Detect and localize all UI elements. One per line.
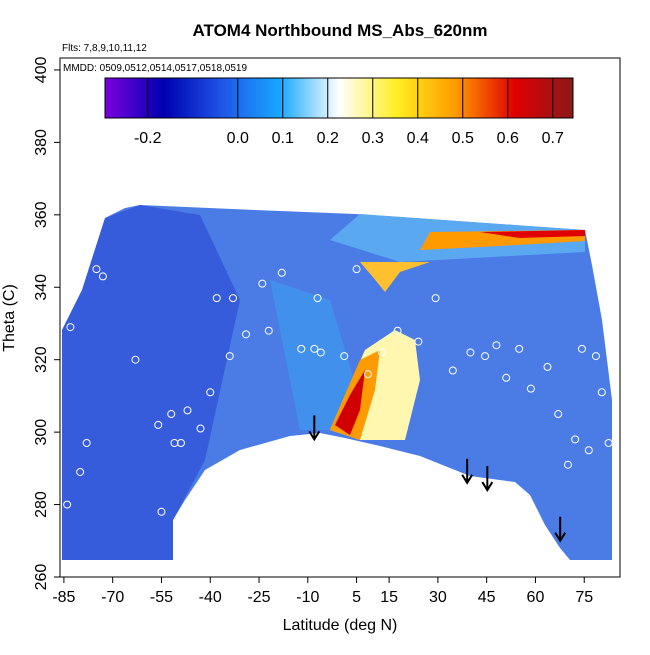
sample-point <box>313 294 322 303</box>
sample-point <box>352 265 361 274</box>
sample-point <box>131 355 140 364</box>
y-tick-label: 340 <box>33 274 50 301</box>
x-tick-label: -40 <box>199 589 222 606</box>
field-dark <box>62 205 240 560</box>
sample-point <box>377 348 386 357</box>
colorbar <box>104 77 574 119</box>
x-tick-label: -70 <box>101 589 124 606</box>
plot-frame <box>59 57 621 578</box>
sample-point <box>167 410 176 419</box>
sample-point <box>526 384 535 393</box>
colorbar-tick-label: 0.5 <box>452 130 474 147</box>
colorbar-tick-label: 0.4 <box>407 130 429 147</box>
sample-point <box>183 406 192 415</box>
sample-point <box>229 294 238 303</box>
sample-point <box>597 388 606 397</box>
y-axis-label: Theta (C) <box>1 284 18 352</box>
sample-point <box>571 435 580 444</box>
colorbar-tick-label: 0.6 <box>497 130 519 147</box>
y-tick-label: 260 <box>33 564 50 591</box>
sample-point <box>515 344 524 353</box>
colorbar-tick-label: 0.1 <box>272 130 294 147</box>
sample-point <box>466 348 475 357</box>
sample-point <box>225 352 234 361</box>
sample-point <box>414 337 423 346</box>
colorbar-tick-label: 0.2 <box>317 130 339 147</box>
field-hot <box>335 370 365 435</box>
subtitle: Flts: 7,8,9,10,11,12 <box>62 43 147 54</box>
y-tick-label: 280 <box>33 491 50 518</box>
y-tick-label: 320 <box>33 346 50 373</box>
colorbar-tick-label: 0.3 <box>362 130 384 147</box>
sample-point <box>591 352 600 361</box>
y-tick-label: 400 <box>33 57 50 84</box>
x-axis-label: Latitude (deg N) <box>283 617 398 634</box>
sample-point <box>82 438 91 447</box>
sample-point <box>206 388 215 397</box>
y-tick-label: 380 <box>33 129 50 156</box>
arrow <box>481 466 494 492</box>
field-light <box>270 280 360 430</box>
sample-point <box>66 323 75 332</box>
sample-point <box>264 326 273 335</box>
sample-point <box>502 373 511 382</box>
sample-point <box>492 341 501 350</box>
sample-point <box>604 438 613 447</box>
sample-point <box>363 370 372 379</box>
sample-point <box>393 326 402 335</box>
x-tick-label: -25 <box>247 589 270 606</box>
sample-point <box>92 265 101 274</box>
sample-point <box>297 344 306 353</box>
x-tick-label: 45 <box>478 589 496 606</box>
sample-point <box>340 352 349 361</box>
field-hot <box>360 262 430 292</box>
sample-point <box>577 344 586 353</box>
sample-point <box>584 446 593 455</box>
field <box>62 205 612 560</box>
sample-point <box>277 268 286 277</box>
sample-point <box>196 424 205 433</box>
x-tick-label: 15 <box>380 589 398 606</box>
x-tick-label: -85 <box>52 589 75 606</box>
annotation: MMDD: 0509,0512,0514,0517,0518,0519 <box>63 63 247 74</box>
sample-point <box>154 420 163 429</box>
sample-point <box>258 279 267 288</box>
sample-point <box>563 460 572 469</box>
sample-point <box>481 352 490 361</box>
colorbar-tick-label: -0.2 <box>134 130 162 147</box>
sample-point <box>554 410 563 419</box>
x-tick-label: -10 <box>296 589 319 606</box>
sample-point <box>212 294 221 303</box>
sample-point <box>448 366 457 375</box>
x-tick-label: 5 <box>352 589 361 606</box>
chart-title: ATOM4 Northbound MS_Abs_620nm <box>192 21 487 40</box>
field-hot <box>480 230 585 238</box>
sample-point <box>310 344 319 353</box>
x-tick-label: 30 <box>429 589 447 606</box>
x-tick-label: 75 <box>575 589 593 606</box>
sample-point <box>543 362 552 371</box>
arrow <box>308 415 321 442</box>
sample-point <box>316 348 325 357</box>
arrow <box>461 458 474 485</box>
colorbar-tick-label: 0.7 <box>542 130 564 147</box>
sample-point <box>431 294 440 303</box>
y-tick-label: 360 <box>33 201 50 228</box>
x-tick-label: -55 <box>150 589 173 606</box>
sample-point <box>98 272 107 281</box>
y-tick-label: 300 <box>33 419 50 446</box>
sample-point <box>176 438 185 447</box>
x-tick-label: 60 <box>527 589 545 606</box>
arrow <box>554 516 567 543</box>
sample-point <box>242 330 251 339</box>
sample-point <box>157 507 166 516</box>
sample-point <box>63 500 72 509</box>
colorbar-tick-label: 0.0 <box>227 130 249 147</box>
sample-point <box>76 467 85 476</box>
